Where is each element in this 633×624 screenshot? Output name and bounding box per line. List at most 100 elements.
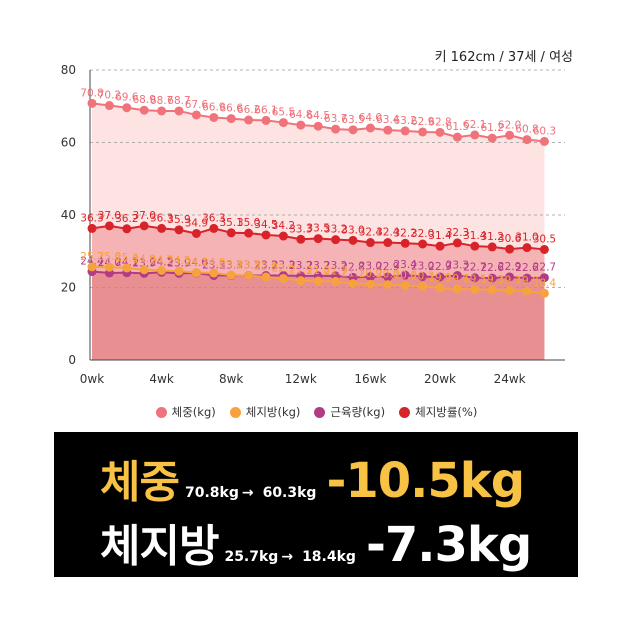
data-point-fatpct — [157, 223, 167, 233]
x-tick-label: 24wk — [494, 372, 526, 386]
x-tick-label: 16wk — [354, 372, 386, 386]
data-point-fatpct — [278, 231, 288, 241]
data-label-fat: 19.0 — [515, 275, 538, 287]
data-point-muscle — [470, 273, 480, 283]
data-label-fat: 22.5 — [272, 262, 295, 274]
data-point-weight — [244, 115, 254, 125]
data-label-fat: 20.9 — [359, 268, 382, 280]
data-label-weight: 65.5 — [272, 107, 295, 119]
data-point-muscle — [418, 272, 428, 282]
legend-item-fat: 체지방(kg) — [229, 404, 300, 420]
data-point-fatpct — [191, 228, 201, 238]
data-label-fat: 21.8 — [307, 265, 330, 277]
summary-fat-to: 18.4kg — [302, 549, 356, 565]
summary-fat-from: 25.7kg — [224, 549, 279, 565]
data-label-muscle: 23.3 — [254, 260, 277, 272]
data-label-fatpct: 34.2 — [272, 220, 295, 232]
data-label-weight: 64.0 — [359, 112, 382, 124]
data-label-fatpct: 30.6 — [498, 233, 522, 245]
data-point-muscle — [435, 272, 445, 282]
data-label-muscle: 23.9 — [133, 257, 156, 269]
data-label-fatpct: 35.1 — [220, 217, 243, 229]
data-point-muscle — [522, 273, 532, 283]
data-point-fatpct — [400, 238, 410, 248]
data-point-fatpct — [331, 235, 341, 245]
data-label-weight: 68.7 — [167, 95, 190, 107]
data-point-weight — [470, 130, 480, 140]
data-label-fat: 19.5 — [463, 273, 486, 285]
data-label-muscle: 22.9 — [428, 261, 451, 273]
summary-weight-arrow: → — [241, 485, 254, 501]
data-point-muscle — [400, 270, 410, 280]
data-label-fatpct: 36.3 — [150, 212, 173, 224]
data-point-weight — [487, 133, 497, 143]
data-label-fat: 24.7 — [150, 254, 173, 266]
data-point-weight — [139, 105, 149, 115]
data-label-muscle: 23.2 — [289, 260, 312, 272]
data-label-muscle: 24.4 — [80, 256, 104, 268]
data-label-weight: 64.5 — [307, 110, 330, 122]
data-point-fat — [505, 285, 515, 295]
data-label-fat: 21.1 — [341, 268, 364, 280]
legend-item-muscle: 근육량(kg) — [314, 404, 385, 420]
data-label-fatpct: 33.3 — [289, 223, 312, 235]
data-label-weight: 61.2 — [481, 122, 504, 134]
data-point-fat — [278, 273, 288, 283]
data-label-muscle: 22.7 — [533, 262, 556, 274]
data-point-fatpct — [539, 244, 549, 254]
data-point-fatpct — [296, 234, 306, 244]
data-point-fatpct — [313, 234, 323, 244]
data-label-fatpct: 31.4 — [463, 230, 487, 242]
data-label-weight: 62.8 — [428, 116, 451, 128]
data-point-weight — [505, 130, 515, 140]
legend-label-muscle: 근육량(kg) — [330, 405, 386, 419]
legend-item-fatpct: 체지방률(%) — [399, 404, 477, 420]
data-point-weight — [452, 132, 462, 142]
summary-weight-from: 70.8kg — [184, 485, 239, 501]
data-label-fatpct: 30.5 — [533, 233, 556, 245]
data-label-fat: 20.6 — [394, 269, 418, 281]
summary-weight-title: 체중 — [100, 457, 180, 508]
data-point-fatpct — [522, 243, 532, 253]
summary-weight-delta: -10.5kg — [326, 453, 525, 509]
data-label-fat: 23.4 — [220, 259, 244, 271]
data-label-fat: 20.8 — [376, 269, 399, 281]
data-label-fatpct: 31.4 — [428, 230, 452, 242]
summary-weight-to: 60.3kg — [262, 485, 317, 501]
legend-dot-muscle — [314, 406, 326, 418]
data-label-fatpct: 36.3 — [202, 212, 225, 224]
data-label-fat: 23.3 — [237, 260, 260, 272]
data-label-fatpct: 34.5 — [254, 219, 277, 231]
data-label-weight: 66.1 — [254, 104, 277, 116]
data-label-weight: 70.8 — [80, 87, 103, 99]
data-label-weight: 66.2 — [237, 104, 260, 116]
data-point-weight — [331, 124, 341, 134]
data-label-weight: 62.9 — [411, 116, 434, 128]
data-label-weight: 63.4 — [376, 114, 400, 126]
data-label-weight: 62.0 — [498, 119, 521, 131]
summary-fat-arrow: → — [281, 549, 294, 565]
data-point-fat — [452, 284, 462, 294]
data-point-fat — [365, 279, 375, 289]
data-label-muscle: 23.3 — [272, 260, 295, 272]
legend-dot-weight — [155, 406, 167, 418]
data-label-fatpct: 37.0 — [133, 210, 156, 222]
data-label-muscle: 22.7 — [463, 262, 486, 274]
data-label-weight: 63.7 — [324, 113, 347, 125]
data-point-weight — [191, 110, 201, 120]
data-point-muscle — [383, 272, 393, 282]
data-point-weight — [418, 127, 428, 137]
summary-weight-line: 체중 70.8kg → 60.3kg -10.5kg — [100, 446, 525, 510]
data-point-fat — [87, 262, 97, 272]
data-label-fatpct: 35.9 — [167, 214, 190, 226]
data-point-fatpct — [383, 238, 393, 248]
x-tick-label: 20wk — [424, 372, 456, 386]
data-point-fat — [296, 276, 306, 286]
data-point-fatpct — [244, 228, 254, 238]
data-point-weight — [104, 101, 114, 111]
data-label-muscle: 23.3 — [446, 260, 469, 272]
data-label-weight: 68.9 — [133, 94, 156, 106]
data-point-fatpct — [452, 238, 462, 248]
data-label-weight: 66.6 — [220, 103, 244, 115]
data-label-weight: 70.2 — [98, 90, 121, 102]
